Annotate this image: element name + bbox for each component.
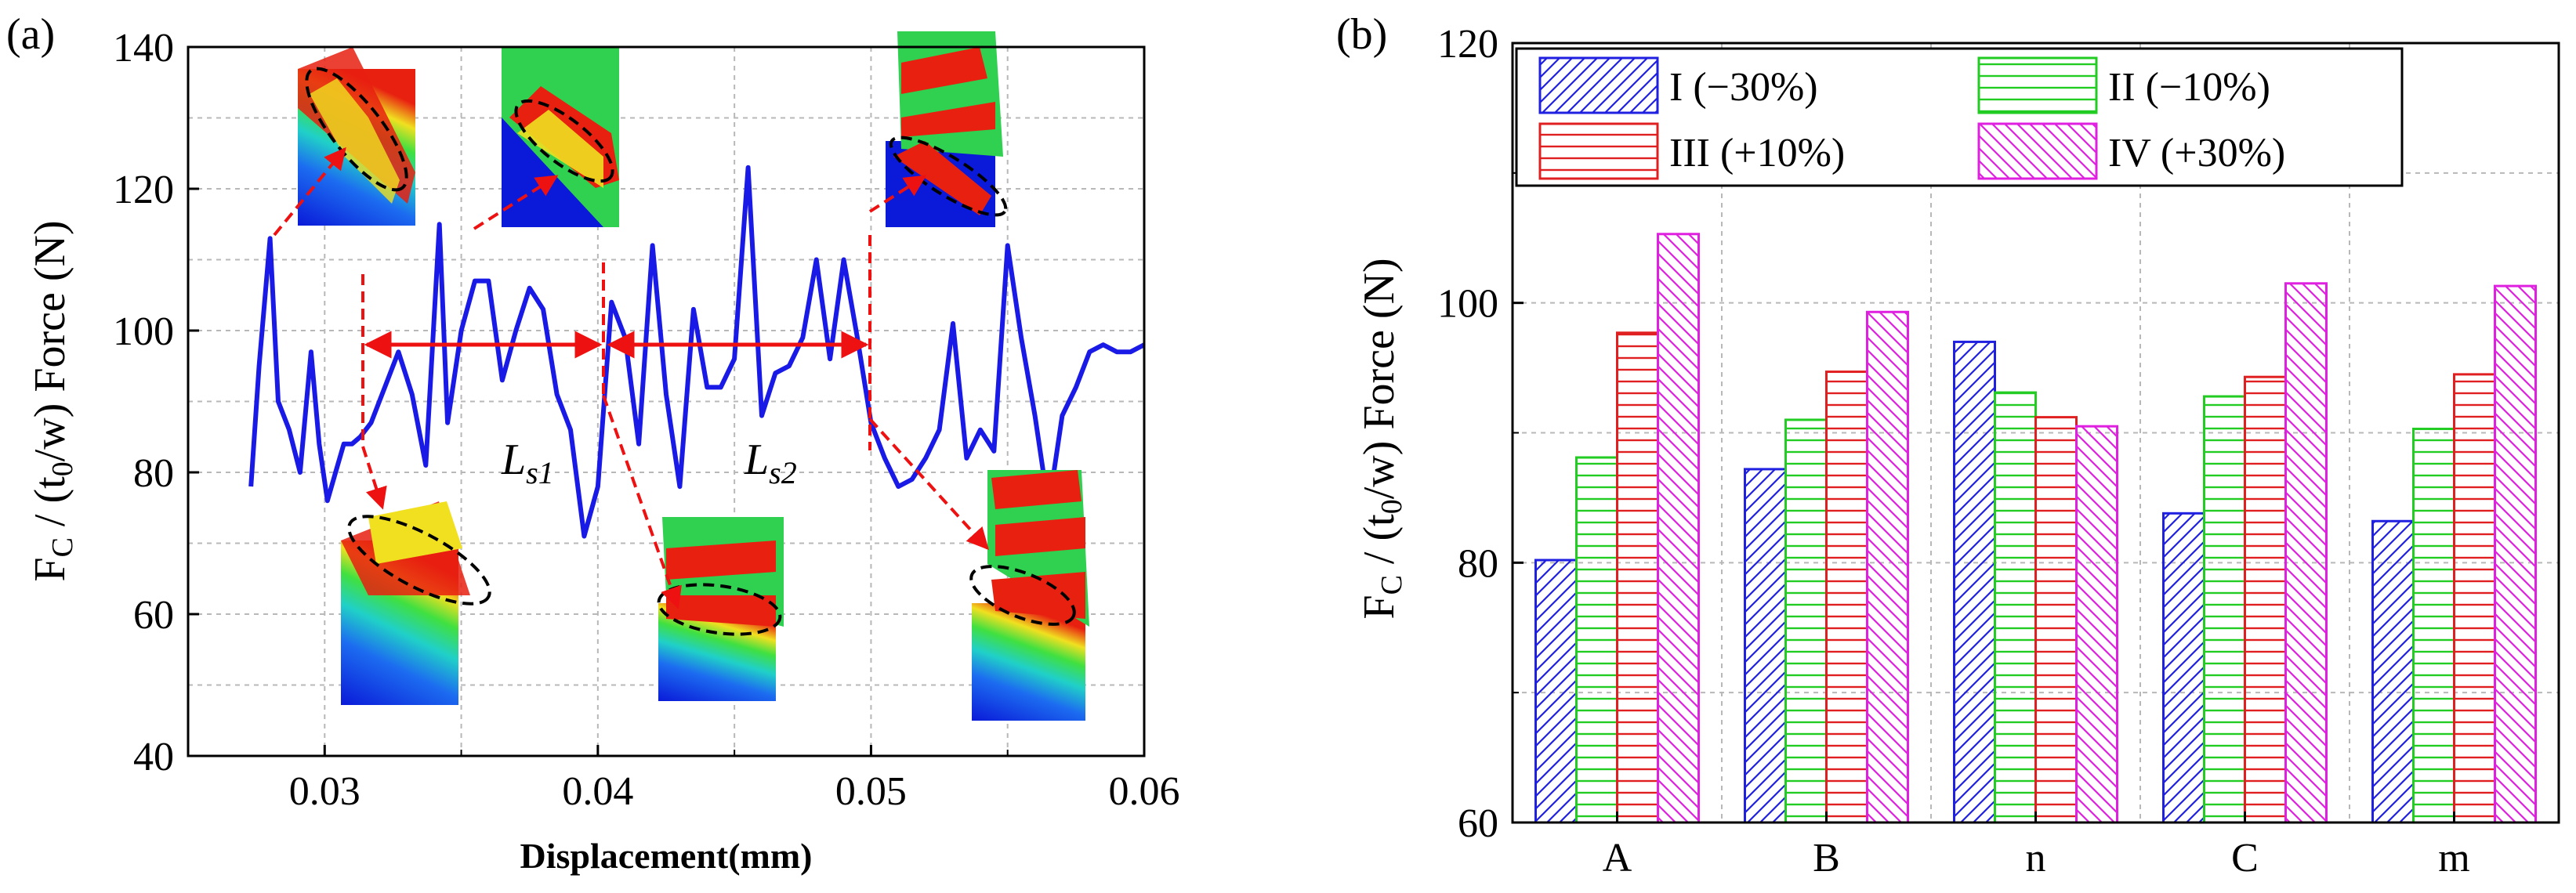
panel-b-y-axis-label: FC / (t0/w) Force (N) bbox=[1355, 258, 1408, 619]
x-category-label: m bbox=[2438, 836, 2469, 880]
bar bbox=[2412, 428, 2455, 824]
legend-swatch-II bbox=[1977, 56, 2098, 114]
series-line bbox=[248, 164, 1146, 539]
bar bbox=[2034, 416, 2078, 824]
fem-inset-3 bbox=[886, 31, 1008, 227]
fem-inset-5 bbox=[657, 517, 784, 701]
bar bbox=[1616, 331, 1659, 824]
bar bbox=[1784, 418, 1828, 824]
panel-a-y-axis-label: FC / (t0/w) Force (N) bbox=[26, 220, 79, 581]
bar bbox=[1657, 233, 1700, 824]
y-tick-label: 140 bbox=[113, 26, 174, 70]
panel-a-fem-insets bbox=[298, 31, 1089, 721]
panel-a-label: (a) bbox=[6, 10, 55, 59]
legend-label-III: III (+10%) bbox=[1669, 131, 1845, 175]
fem-inset-4 bbox=[341, 501, 491, 705]
bar bbox=[2203, 395, 2246, 824]
bar bbox=[2494, 284, 2537, 824]
bar bbox=[2371, 519, 2415, 824]
panel-a-plot-frame bbox=[187, 45, 1146, 757]
fem-inset-2 bbox=[502, 47, 619, 227]
bar bbox=[1575, 456, 1618, 824]
bar bbox=[1534, 559, 1578, 824]
x-category-label: A bbox=[1603, 836, 1632, 880]
x-category-label: n bbox=[2026, 836, 2046, 880]
fem-inset-6 bbox=[969, 470, 1089, 721]
bar bbox=[1744, 468, 1787, 824]
annotation-ls2: Ls2 bbox=[744, 436, 797, 490]
legend-swatch-I bbox=[1538, 56, 1659, 114]
y-tick-label: 100 bbox=[113, 309, 174, 354]
bar bbox=[1953, 340, 1996, 824]
panel-a-arrows bbox=[273, 146, 989, 609]
y-tick-label: 120 bbox=[1437, 22, 1498, 67]
panel-a-ticks: 0.03 0.04 0.05 0.06 40 60 80 100 120 140 bbox=[113, 26, 1180, 814]
y-tick-label: 120 bbox=[113, 168, 174, 212]
panel-b-label: (b) bbox=[1336, 10, 1387, 59]
panel-a-series bbox=[248, 164, 1146, 539]
legend-label-IV: IV (+30%) bbox=[2108, 131, 2285, 175]
bar bbox=[2075, 425, 2118, 824]
panel-b-bars bbox=[1534, 233, 2537, 824]
legend-label-I: I (−30%) bbox=[1669, 65, 1818, 110]
x-tick-label: 0.05 bbox=[835, 769, 907, 814]
bar bbox=[2284, 282, 2328, 824]
y-tick-label: 40 bbox=[133, 735, 174, 779]
legend-label-II: II (−10%) bbox=[2108, 65, 2270, 110]
legend-swatch-IV bbox=[1977, 122, 2098, 180]
y-tick-label: 80 bbox=[133, 451, 174, 496]
x-tick-label: 0.04 bbox=[562, 769, 633, 814]
y-tick-label: 60 bbox=[1458, 801, 1498, 846]
annotation-ls1: Ls1 bbox=[501, 436, 554, 490]
bar bbox=[1994, 391, 2037, 824]
x-tick-label: 0.06 bbox=[1109, 769, 1180, 814]
x-category-label: B bbox=[1813, 836, 1840, 880]
panel-a-x-axis-label: Displacement(mm) bbox=[520, 836, 812, 876]
legend-swatch-III bbox=[1538, 122, 1659, 180]
panel-b-grid bbox=[1513, 43, 2559, 822]
bar bbox=[2162, 512, 2205, 824]
y-tick-label: 60 bbox=[133, 593, 174, 638]
fem-inset-1 bbox=[298, 47, 415, 226]
bar bbox=[1866, 310, 1909, 824]
bar bbox=[2244, 375, 2287, 824]
y-tick-label: 100 bbox=[1437, 282, 1498, 327]
y-tick-label: 80 bbox=[1458, 541, 1498, 586]
x-tick-label: 0.03 bbox=[289, 769, 360, 814]
bar bbox=[2453, 373, 2496, 824]
bar bbox=[1825, 371, 1868, 824]
panel-b-legend: I (−30%) II (−10%) III (+10%) IV (+30%) bbox=[1515, 47, 2404, 187]
x-category-label: C bbox=[2231, 836, 2259, 880]
